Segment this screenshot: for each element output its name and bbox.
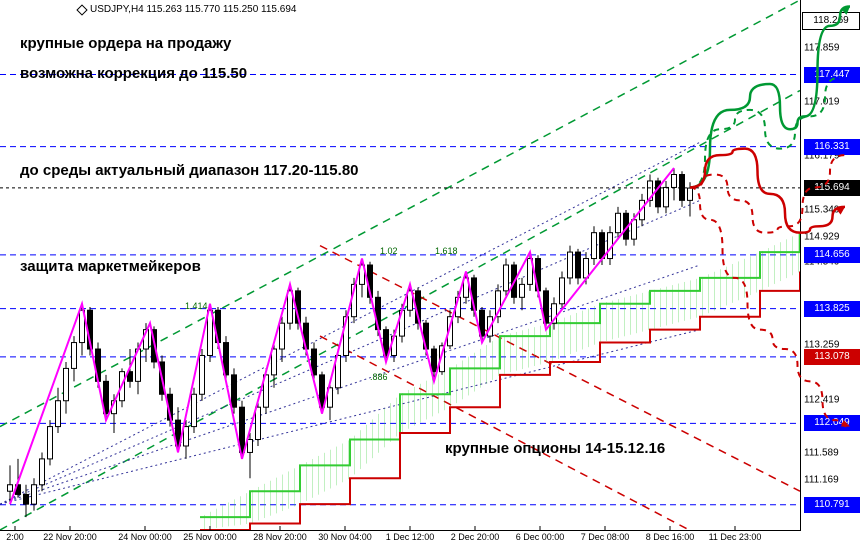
price-label: 114.656 <box>804 247 860 263</box>
price-label: 118.269 <box>802 12 860 30</box>
price-label: 113.078 <box>804 349 860 365</box>
price-label: 116.331 <box>804 139 860 155</box>
y-tick: 111.169 <box>804 475 839 486</box>
annotation-text: крупные опционы 14-15.12.16 <box>445 440 665 457</box>
price-label: 113.825 <box>804 301 860 317</box>
x-tick: 28 Nov 20:00 <box>253 532 307 542</box>
y-tick: 117.019 <box>804 97 839 108</box>
y-tick: 111.589 <box>804 448 839 459</box>
x-tick: 8 Dec 16:00 <box>646 532 695 542</box>
annotation-text: возможна коррекция до 115.50 <box>20 65 247 82</box>
fib-label: .886 <box>370 372 388 382</box>
x-tick: 30 Nov 04:00 <box>318 532 372 542</box>
fib-label: 1.618 <box>435 246 458 256</box>
x-tick: 25 Nov 00:00 <box>183 532 237 542</box>
annotation-text: крупные ордера на продажу <box>20 35 231 52</box>
x-tick: 1 Dec 12:00 <box>386 532 435 542</box>
price-label: 115.694 <box>804 180 860 196</box>
annotation-text: защита маркетмейкеров <box>20 258 201 275</box>
x-tick: 2 Dec 20:00 <box>451 532 500 542</box>
x-tick: 7 Dec 08:00 <box>581 532 630 542</box>
x-tick: 2:00 <box>6 532 24 542</box>
x-tick: 6 Dec 00:00 <box>516 532 565 542</box>
price-label: 117.447 <box>804 67 860 83</box>
x-tick: 11 Dec 23:00 <box>709 532 762 542</box>
y-tick: 112.419 <box>804 394 839 405</box>
annotation-text: до среды актуальный диапазон 117.20-115.… <box>20 162 359 179</box>
fib-label: 1.414 <box>185 301 208 311</box>
fib-label: 1.02 <box>380 246 398 256</box>
y-axis: 118.269117.859117.447117.019116.331116.1… <box>800 0 860 530</box>
price-label: 112.049 <box>804 415 860 431</box>
price-label: 110.791 <box>804 497 860 513</box>
y-tick: 114.929 <box>804 232 839 243</box>
x-tick: 24 Nov 00:00 <box>118 532 172 542</box>
y-tick: 115.349 <box>804 205 839 216</box>
x-tick: 22 Nov 20:00 <box>43 532 97 542</box>
x-axis: 2:00 22 Nov 20:00 24 Nov 00:00 25 Nov 00:00… <box>0 530 800 560</box>
y-tick: 117.859 <box>804 42 839 53</box>
